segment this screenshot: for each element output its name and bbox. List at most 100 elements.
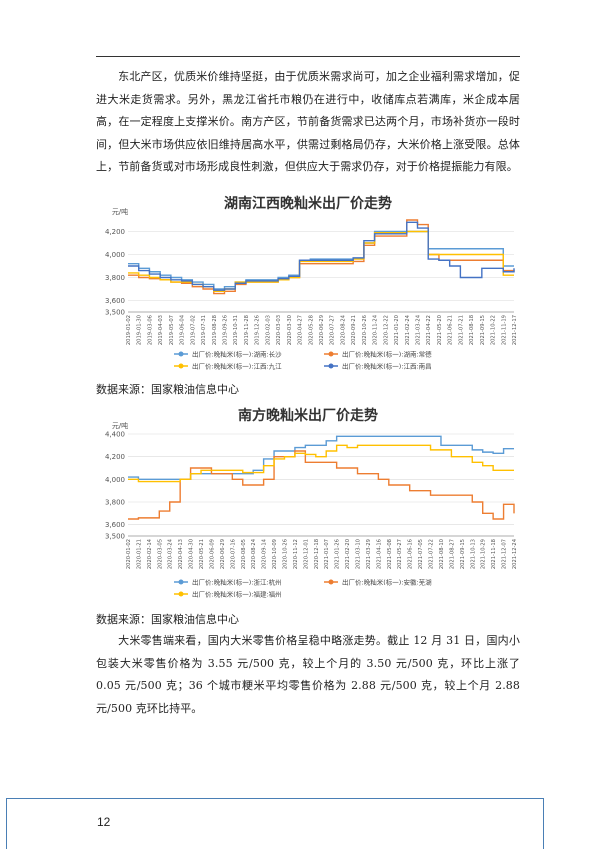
x-tick-label: 2021-02-20 xyxy=(345,539,351,569)
x-tick-label: 2020-07-16 xyxy=(230,539,236,569)
legend-label-0: 出厂价:晚籼米(标一):湖南:长沙 xyxy=(192,350,282,359)
x-tick-label: 2020-01-02 xyxy=(126,539,132,569)
chart-hunan-jiangxi: 湖南江西晚籼米出厂价走势 元/吨 3,500 3,600 3,800 4,000 4,200… xyxy=(96,194,520,374)
x-tick-label: 2020-03-24 xyxy=(168,538,174,569)
x-tick-label: 2019-06-04 xyxy=(180,314,186,345)
x-tick-label: 2021-03-10 xyxy=(356,539,362,569)
legend-label-1: 出厂价:晚籼米(标一):安徽:芜湖 xyxy=(342,578,432,587)
x-tick-label: 2019-12-26 xyxy=(255,315,261,345)
x-tick-label: 2019-07-02 xyxy=(190,315,196,345)
x-tick-label: 2019-03-06 xyxy=(147,315,153,345)
x-tick-label: 2019-08-28 xyxy=(212,315,218,345)
paragraph-northeast-south: 东北产区，优质米价维持坚挺，由于优质米需求尚可，加之企业福利需求增加，促进大米走… xyxy=(96,66,520,179)
y-tick-label: 4,000 xyxy=(105,476,125,484)
footer-rule xyxy=(62,798,544,799)
chart-title: 湖南江西晚籼米出厂价走势 xyxy=(224,195,392,212)
x-tick-label: 2020-04-30 xyxy=(189,539,195,569)
x-tick-label: 2021-06-16 xyxy=(408,539,414,569)
data-source-2: 数据来源：国家粮油信息中心 xyxy=(96,613,239,626)
x-tick-label: 2021-03-24 xyxy=(416,314,422,345)
x-tick-label: 2020-05-21 xyxy=(199,539,205,569)
x-tick-label: 2021-03-29 xyxy=(366,539,372,569)
y-axis-label: 元/吨 xyxy=(112,421,128,430)
x-tick-label: 2019-10-31 xyxy=(233,315,239,345)
x-tick-label: 2020-06-29 xyxy=(220,539,226,569)
x-tick-label: 2021-11-19 xyxy=(501,315,507,345)
paragraph-retail: 大米零售端来看，国内大米零售价格呈稳中略涨走势。截止 12 月 31 日，国内小… xyxy=(96,630,520,720)
footer-border-right xyxy=(543,798,544,849)
x-tick-label: 2020-03-05 xyxy=(157,539,163,569)
legend-marker-1 xyxy=(328,579,334,585)
legend-label-0: 出厂价:晚籼米(标一):浙江:杭州 xyxy=(192,578,282,587)
y-tick-label: 3,600 xyxy=(105,297,125,305)
legend-marker-2 xyxy=(178,363,184,369)
x-tick-label: 2020-04-13 xyxy=(178,539,184,569)
x-tick-label: 2019-01-02 xyxy=(126,315,132,345)
legend-marker-0 xyxy=(178,351,184,357)
legend-marker-2 xyxy=(178,591,184,597)
x-tick-label: 2021-01-20 xyxy=(394,315,400,345)
x-tick-label: 2021-05-27 xyxy=(397,539,403,569)
y-tick-label: 3,600 xyxy=(105,521,125,529)
x-tick-label: 2021-05-20 xyxy=(437,315,443,345)
x-tick-label: 2020-08-24 xyxy=(340,314,346,345)
series-line-2 xyxy=(128,230,514,293)
legend-marker-3 xyxy=(328,363,334,369)
x-tick-label: 2020-02-14 xyxy=(147,538,153,569)
series-line-1 xyxy=(128,450,515,520)
legend-marker-0 xyxy=(178,579,184,585)
x-tick-label: 2019-04-03 xyxy=(158,315,164,345)
x-tick-label: 2021-12-07 xyxy=(502,539,508,569)
x-tick-label: 2020-10-09 xyxy=(272,539,278,569)
x-tick-label: 2021-02-24 xyxy=(405,314,411,345)
x-tick-label: 2019-07-31 xyxy=(201,315,207,345)
x-tick-label: 2020-09-21 xyxy=(351,315,357,345)
x-tick-label: 2020-09-14 xyxy=(262,538,268,569)
legend-label-2: 出厂价:晚籼米(标一):江西:九江 xyxy=(192,362,282,371)
paragraph-2-text: 大米零售端来看，国内大米零售价格呈稳中略涨走势。截止 12 月 31 日，国内小… xyxy=(96,634,520,715)
chart-title: 南方晚籼米出厂价走势 xyxy=(238,407,378,424)
chart-south-region: 南方晚籼米出厂价走势 元/吨 3,500 3,600 3,800 4,000 4,200 4,… xyxy=(96,406,520,606)
x-tick-label: 2020-02-03 xyxy=(265,315,271,345)
x-tick-label: 2020-01-21 xyxy=(136,539,142,569)
x-tick-label: 2021-05-08 xyxy=(387,539,393,569)
x-tick-label: 2021-12-17 xyxy=(512,315,518,345)
x-tick-label: 2021-07-21 xyxy=(458,315,464,345)
y-tick-label: 4,200 xyxy=(105,453,125,461)
x-tick-label: 2019-05-07 xyxy=(169,315,175,345)
y-tick-label: 3,500 xyxy=(105,533,125,541)
y-tick-label: 4,000 xyxy=(105,251,125,259)
header-rule xyxy=(96,56,520,57)
x-tick-label: 2021-08-18 xyxy=(469,315,475,345)
page-number: 12 xyxy=(97,815,111,829)
x-tick-label: 2019-01-30 xyxy=(137,315,143,345)
x-tick-label: 2021-11-18 xyxy=(491,539,497,569)
x-tick-label: 2021-01-26 xyxy=(335,539,341,569)
x-tick-label: 2020-11-12 xyxy=(293,539,299,569)
x-tick-label: 2021-04-16 xyxy=(376,539,382,569)
legend-marker-1 xyxy=(328,351,334,357)
series-line-0 xyxy=(128,435,514,481)
x-tick-label: 2020-10-26 xyxy=(362,315,368,345)
x-tick-label: 2021-06-21 xyxy=(448,315,454,345)
y-axis-label: 元/吨 xyxy=(112,207,128,216)
series-line-2 xyxy=(128,444,514,483)
y-tick-label: 4,200 xyxy=(105,228,125,236)
legend-label-2: 出厂价:晚籼米(标一):福建:福州 xyxy=(192,590,282,599)
x-tick-label: 2021-07-05 xyxy=(418,539,424,569)
y-tick-label: 3,800 xyxy=(105,274,125,282)
x-tick-label: 2020-05-28 xyxy=(308,315,314,345)
data-source-1: 数据来源：国家粮油信息中心 xyxy=(96,383,239,396)
x-tick-label: 2020-08-24 xyxy=(251,538,257,569)
x-tick-label: 2020-04-27 xyxy=(298,315,304,345)
x-tick-label: 2021-08-27 xyxy=(449,539,455,569)
y-tick-label: 4,400 xyxy=(105,431,125,439)
footer-border-left xyxy=(6,798,7,849)
x-tick-label: 2021-07-22 xyxy=(429,539,435,569)
series-line-3 xyxy=(128,221,515,291)
x-tick-label: 2020-12-18 xyxy=(314,539,320,569)
x-tick-label: 2020-06-09 xyxy=(209,539,215,569)
x-tick-label: 2021-10-13 xyxy=(470,539,476,569)
